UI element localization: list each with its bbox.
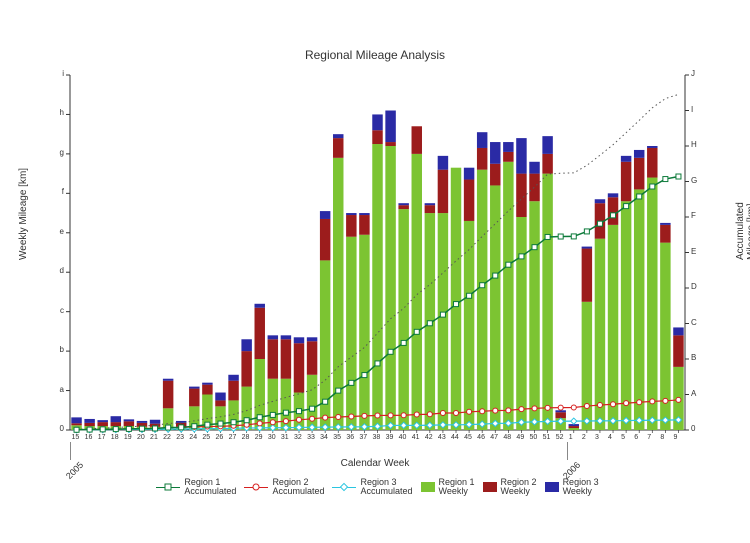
x-tick: 19 <box>124 434 132 441</box>
legend-item: Region 3 Weekly <box>545 478 599 497</box>
y-left-tick: 0 <box>60 424 64 433</box>
x-tick: 17 <box>98 434 106 441</box>
x-tick: 30 <box>268 434 276 441</box>
y-right-tick: B <box>691 353 696 362</box>
x-tick: 46 <box>477 434 485 441</box>
x-tick: 41 <box>412 434 420 441</box>
y-right-tick: J <box>691 69 695 78</box>
legend-label: Region 1 Accumulated <box>184 478 236 497</box>
legend-item: Region 3 Accumulated <box>332 478 412 497</box>
x-tick: 52 <box>556 434 564 441</box>
y-left-tick: f <box>62 187 64 196</box>
x-tick: 43 <box>438 434 446 441</box>
y-axis-left-label: Weekly Mileage [km] <box>18 168 29 260</box>
legend-line-marker <box>244 481 268 493</box>
x-tick: 31 <box>281 434 289 441</box>
y-right-tick: I <box>691 105 693 114</box>
x-tick: 2 <box>582 434 586 441</box>
x-tick: 20 <box>137 434 145 441</box>
x-tick: 34 <box>320 434 328 441</box>
legend-label: Region 2 Weekly <box>501 478 537 497</box>
x-tick: 15 <box>72 434 80 441</box>
legend-label: Region 3 Accumulated <box>360 478 412 497</box>
y-left-tick: c <box>60 306 64 315</box>
y-right-tick: 0 <box>691 424 695 433</box>
x-tick: 26 <box>215 434 223 441</box>
y-right-tick: E <box>691 247 696 256</box>
y-right-tick: C <box>691 318 697 327</box>
legend-line-marker <box>332 481 356 493</box>
x-tick: 8 <box>660 434 664 441</box>
x-tick: 18 <box>111 434 119 441</box>
x-tick: 6 <box>634 434 638 441</box>
y-left-tick: g <box>60 148 64 157</box>
x-tick: 25 <box>202 434 210 441</box>
x-tick: 44 <box>451 434 459 441</box>
x-tick: 47 <box>490 434 498 441</box>
chart-container: Regional Mileage Analysis Weekly Mileage… <box>0 0 750 543</box>
legend: Region 1 Accumulated Region 2 Accumulated… <box>70 478 685 497</box>
y-right-tick: F <box>691 211 696 220</box>
legend-label: Region 2 Accumulated <box>272 478 324 497</box>
y-left-tick: a <box>60 385 64 394</box>
y-axis-right-label: Accumulated Mileage [km] <box>735 202 750 260</box>
x-tick: 39 <box>386 434 394 441</box>
x-tick: 33 <box>307 434 315 441</box>
x-tick: 21 <box>150 434 158 441</box>
year-marker-line <box>70 442 71 460</box>
legend-item: Region 1 Accumulated <box>156 478 236 497</box>
x-tick: 37 <box>359 434 367 441</box>
x-tick: 9 <box>673 434 677 441</box>
x-tick: 49 <box>516 434 524 441</box>
y-right-tick: D <box>691 282 697 291</box>
x-tick: 5 <box>621 434 625 441</box>
x-tick: 16 <box>85 434 93 441</box>
legend-item: Region 1 Weekly <box>421 478 475 497</box>
x-tick: 50 <box>530 434 538 441</box>
x-tick: 45 <box>464 434 472 441</box>
x-tick: 1 <box>569 434 573 441</box>
y-left-tick: b <box>60 345 64 354</box>
x-tick: 22 <box>163 434 171 441</box>
legend-item: Region 2 Accumulated <box>244 478 324 497</box>
y-right-tick: G <box>691 176 697 185</box>
y-left-tick: h <box>60 108 64 117</box>
legend-swatch <box>545 482 559 492</box>
legend-swatch <box>483 482 497 492</box>
x-tick: 48 <box>503 434 511 441</box>
x-tick: 40 <box>399 434 407 441</box>
x-tick: 7 <box>647 434 651 441</box>
legend-line-marker <box>156 481 180 493</box>
x-tick: 24 <box>189 434 197 441</box>
legend-label: Region 1 Weekly <box>439 478 475 497</box>
y-left-tick: e <box>60 227 64 236</box>
x-tick: 28 <box>242 434 250 441</box>
legend-item: Region 2 Weekly <box>483 478 537 497</box>
x-tick: 36 <box>346 434 354 441</box>
x-tick: 32 <box>294 434 302 441</box>
year-marker-line <box>567 442 568 460</box>
x-tick: 23 <box>176 434 184 441</box>
x-tick: 29 <box>255 434 263 441</box>
x-tick: 3 <box>595 434 599 441</box>
x-tick: 51 <box>543 434 551 441</box>
x-tick: 4 <box>608 434 612 441</box>
x-tick: 35 <box>333 434 341 441</box>
legend-swatch <box>421 482 435 492</box>
x-tick: 27 <box>229 434 237 441</box>
x-tick: 38 <box>373 434 381 441</box>
y-left-tick: d <box>60 266 64 275</box>
y-right-tick: H <box>691 140 697 149</box>
y-left-tick: i <box>62 69 64 78</box>
y-right-tick: A <box>691 389 696 398</box>
x-axis-label: Calendar Week <box>0 458 750 469</box>
x-tick: 42 <box>425 434 433 441</box>
